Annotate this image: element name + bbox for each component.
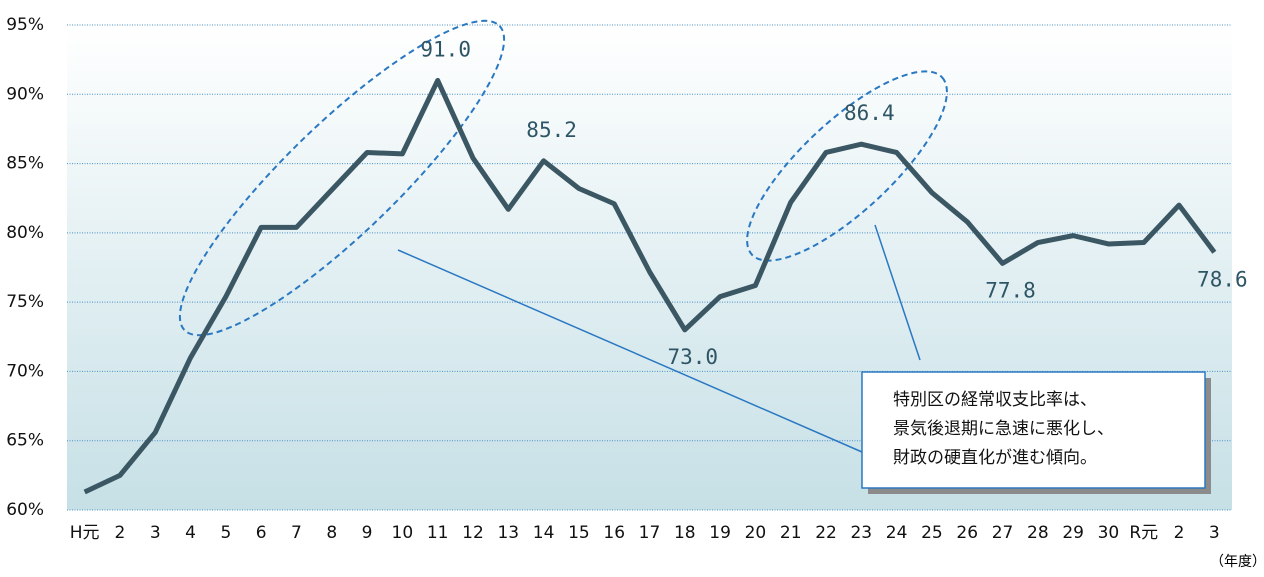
annotation-line: 特別区の経常収支比率は、	[893, 390, 1097, 410]
annotation-line: 景気後退期に急速に悪化し、	[893, 419, 1114, 439]
data-label: 91.0	[420, 37, 471, 61]
x-tick-label: 2	[1174, 523, 1185, 543]
data-label: 86.4	[844, 101, 895, 125]
y-tick-label: 65%	[6, 431, 44, 451]
x-tick-label: 2	[115, 523, 126, 543]
x-tick-label: 25	[921, 523, 943, 543]
x-tick-label: 21	[780, 523, 802, 543]
annotation-box	[861, 371, 1206, 489]
y-tick-label: 60%	[6, 500, 44, 520]
x-tick-label: 11	[427, 523, 449, 543]
x-tick-label: 3	[1209, 523, 1220, 543]
highlight-ellipse	[746, 70, 948, 262]
x-tick-label: 18	[674, 523, 696, 543]
x-tick-label: 14	[533, 523, 555, 543]
data-label: 78.6	[1197, 267, 1248, 291]
x-tick-label: 12	[462, 523, 484, 543]
x-tick-label: 28	[1027, 523, 1049, 543]
x-tick-label: 16	[603, 523, 625, 543]
y-tick-label: 90%	[6, 84, 44, 104]
y-tick-label: 95%	[6, 15, 44, 35]
x-tick-label: 22	[815, 523, 837, 543]
x-tick-label: 27	[992, 523, 1014, 543]
x-tick-label: 8	[326, 523, 337, 543]
data-label: 77.8	[985, 278, 1036, 302]
y-tick-label: 85%	[6, 154, 44, 174]
y-tick-label: 80%	[6, 223, 44, 243]
x-tick-label: 4	[185, 523, 196, 543]
data-label: 73.0	[668, 345, 719, 369]
x-tick-label: 29	[1062, 523, 1084, 543]
x-tick-label: 15	[568, 523, 590, 543]
highlight-ellipse	[178, 19, 506, 337]
x-tick-label: 6	[256, 523, 267, 543]
data-label: 85.2	[526, 118, 577, 142]
y-tick-label: 75%	[6, 292, 44, 312]
connector	[397, 249, 863, 453]
x-tick-label: 30	[1098, 523, 1120, 543]
x-tick-label: 20	[745, 523, 767, 543]
x-tick-label: 19	[709, 523, 731, 543]
x-tick-label: H元	[70, 523, 100, 543]
x-tick-label: 13	[497, 523, 519, 543]
x-tick-label: 7	[291, 523, 302, 543]
x-unit: （年度）	[1210, 554, 1264, 570]
data-line	[83, 77, 1217, 495]
connector	[874, 224, 921, 361]
x-tick-label: 17	[639, 523, 661, 543]
x-tick-label: 26	[956, 523, 978, 543]
x-tick-label: 5	[220, 523, 231, 543]
x-tick-label: R元	[1129, 523, 1158, 543]
y-tick-label: 70%	[6, 361, 44, 381]
x-tick-label: 23	[850, 523, 872, 543]
x-tick-label: 10	[392, 523, 414, 543]
x-tick-label: 24	[886, 523, 908, 543]
x-tick-label: 9	[362, 523, 373, 543]
x-tick-label: 3	[150, 523, 161, 543]
annotation-line: 財政の硬直化が進む傾向。	[893, 448, 1097, 468]
